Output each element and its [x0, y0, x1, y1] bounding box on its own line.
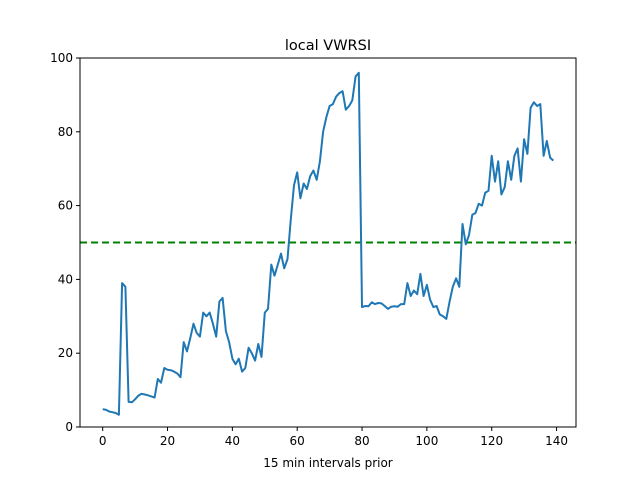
y-tick-label: 80 [58, 125, 73, 139]
x-tick-label: 80 [354, 434, 369, 448]
y-tick-label: 0 [65, 420, 73, 434]
x-tick-label: 100 [415, 434, 438, 448]
x-tick-label: 20 [160, 434, 175, 448]
y-tick-label: 100 [50, 51, 73, 65]
x-tick-label: 40 [225, 434, 240, 448]
y-tick-label: 20 [58, 346, 73, 360]
x-tick-label: 140 [545, 434, 568, 448]
plot-frame [79, 57, 577, 428]
x-tick-label: 120 [480, 434, 503, 448]
y-tick-label: 40 [58, 272, 73, 286]
series-line [102, 71, 554, 416]
x-tick-label: 0 [99, 434, 107, 448]
x-axis-label: 15 min intervals prior [263, 456, 393, 470]
y-tick-label: 60 [58, 199, 73, 213]
x-tick-label: 60 [290, 434, 305, 448]
chart-title: local VWRSI [285, 38, 371, 54]
